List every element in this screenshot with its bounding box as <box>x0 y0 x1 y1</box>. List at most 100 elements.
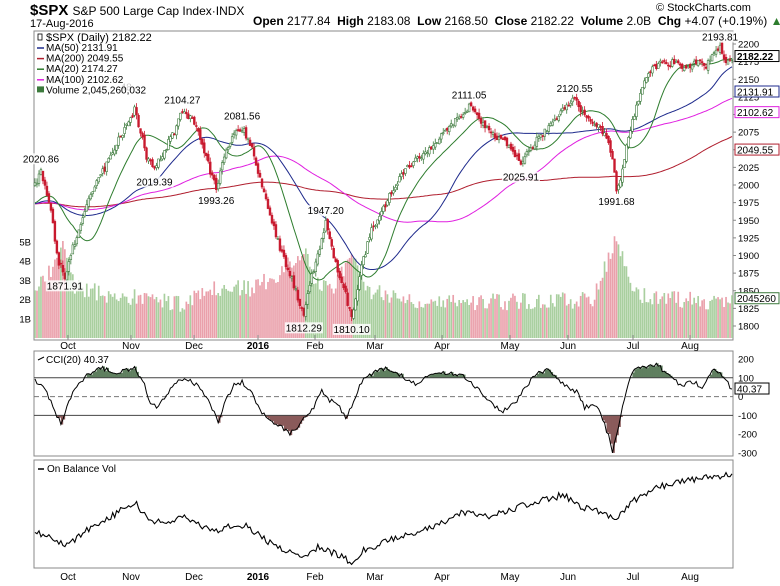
volume-bar <box>125 296 128 338</box>
candle-body <box>627 137 630 148</box>
volume-bar <box>677 291 680 338</box>
volume-bar <box>231 291 233 338</box>
volume-bar <box>109 294 112 338</box>
close-value: 2182.22 <box>530 14 574 28</box>
candle-body <box>296 289 300 301</box>
candle-body <box>499 134 503 139</box>
volume-bar <box>520 302 522 338</box>
volume-bar <box>338 278 341 338</box>
cci-overbought-fill <box>437 373 440 378</box>
volume-bar <box>330 288 333 338</box>
price-label-bg <box>306 205 345 217</box>
obv-legend-title: On Balance Vol <box>47 464 116 475</box>
candle-body <box>286 267 290 271</box>
candle-body <box>388 193 391 203</box>
candle-body <box>408 164 411 168</box>
candle-body <box>65 271 69 281</box>
volume-bar <box>239 295 241 338</box>
price-label-bg <box>501 171 540 183</box>
candle-body <box>579 105 582 113</box>
volume-bar <box>241 290 243 338</box>
price-axis-label: 1950 <box>738 216 759 227</box>
volume-bar <box>58 257 60 338</box>
cci-overbought-fill <box>92 372 96 378</box>
candle-body <box>398 176 401 183</box>
candle-body <box>266 199 270 209</box>
volume-bar <box>589 303 592 338</box>
candle-body <box>232 132 236 135</box>
price-label-bg <box>21 153 60 165</box>
volume-bar <box>388 302 391 338</box>
volume-bar <box>91 288 94 338</box>
x-axis-label: Nov <box>122 341 140 352</box>
price-label: 1993.26 <box>198 196 235 207</box>
candle-body <box>338 270 341 279</box>
cci-overbought-fill <box>636 368 639 378</box>
volume-bar <box>512 293 514 338</box>
volume-bar <box>123 296 126 338</box>
cci-overbought-fill <box>718 372 721 378</box>
volume-bar <box>105 302 108 338</box>
volume-axis-label: 1B <box>19 314 31 325</box>
candle-body <box>605 133 608 139</box>
candle-body <box>195 125 198 127</box>
x-axis-label-bottom: Oct <box>60 572 76 583</box>
cci-overbought-fill <box>88 373 92 378</box>
candle-body <box>161 156 164 160</box>
volume-bar <box>235 284 237 338</box>
candle-body <box>497 136 501 141</box>
candle-body <box>272 221 276 227</box>
candle-body <box>677 60 680 64</box>
volume-bar <box>633 291 636 338</box>
volume-bar <box>175 295 178 338</box>
candle-body <box>374 225 377 227</box>
volume-bars <box>34 236 733 338</box>
legend-swatch <box>37 86 44 93</box>
candle-body <box>330 239 333 247</box>
x-axis-label: Mar <box>366 341 384 352</box>
price-axis-label: 2125 <box>738 92 759 103</box>
volume-bar <box>304 248 307 338</box>
cci-oversold-fill <box>610 415 613 444</box>
candle-body <box>515 154 519 157</box>
candle-body <box>533 144 537 150</box>
candle-body <box>726 59 730 65</box>
candle-body <box>649 71 652 73</box>
candle-body <box>230 136 234 143</box>
volume-bar <box>418 301 421 338</box>
volume-bar <box>179 311 182 338</box>
candle-body <box>469 102 473 107</box>
candle-body <box>75 237 79 245</box>
cci-overbought-fill <box>122 369 125 378</box>
volume-bar <box>193 290 196 338</box>
candle-body <box>220 162 224 171</box>
candle-body <box>103 166 106 172</box>
cci-panel-frame <box>33 350 734 457</box>
candle-body <box>473 108 477 113</box>
candle-body <box>366 241 369 254</box>
candle-body <box>284 255 288 268</box>
candle-body <box>376 219 379 225</box>
candle-body <box>326 219 329 231</box>
price-label-bg <box>163 94 202 106</box>
candle-body <box>209 161 212 175</box>
candle-body <box>571 97 574 103</box>
volume-bar <box>711 299 713 338</box>
volume-bar <box>432 301 435 338</box>
volume-bar <box>50 276 52 338</box>
volume-bar <box>510 297 512 338</box>
volume-bar <box>727 302 729 338</box>
ma50-line <box>34 66 733 270</box>
candle-body <box>105 161 108 172</box>
volume-bar <box>95 300 98 338</box>
candle-body <box>292 275 296 289</box>
volume-axis-label: 2B <box>19 295 31 306</box>
x-axis-label-bottom: Mar <box>366 572 384 583</box>
volume-bar <box>555 294 558 338</box>
volume-bar <box>245 293 247 338</box>
volume-bar <box>115 299 118 338</box>
volume-bar <box>149 297 152 338</box>
volume-bar <box>56 257 58 338</box>
cci-oversold-fill <box>60 415 64 425</box>
candle-body <box>661 61 664 64</box>
